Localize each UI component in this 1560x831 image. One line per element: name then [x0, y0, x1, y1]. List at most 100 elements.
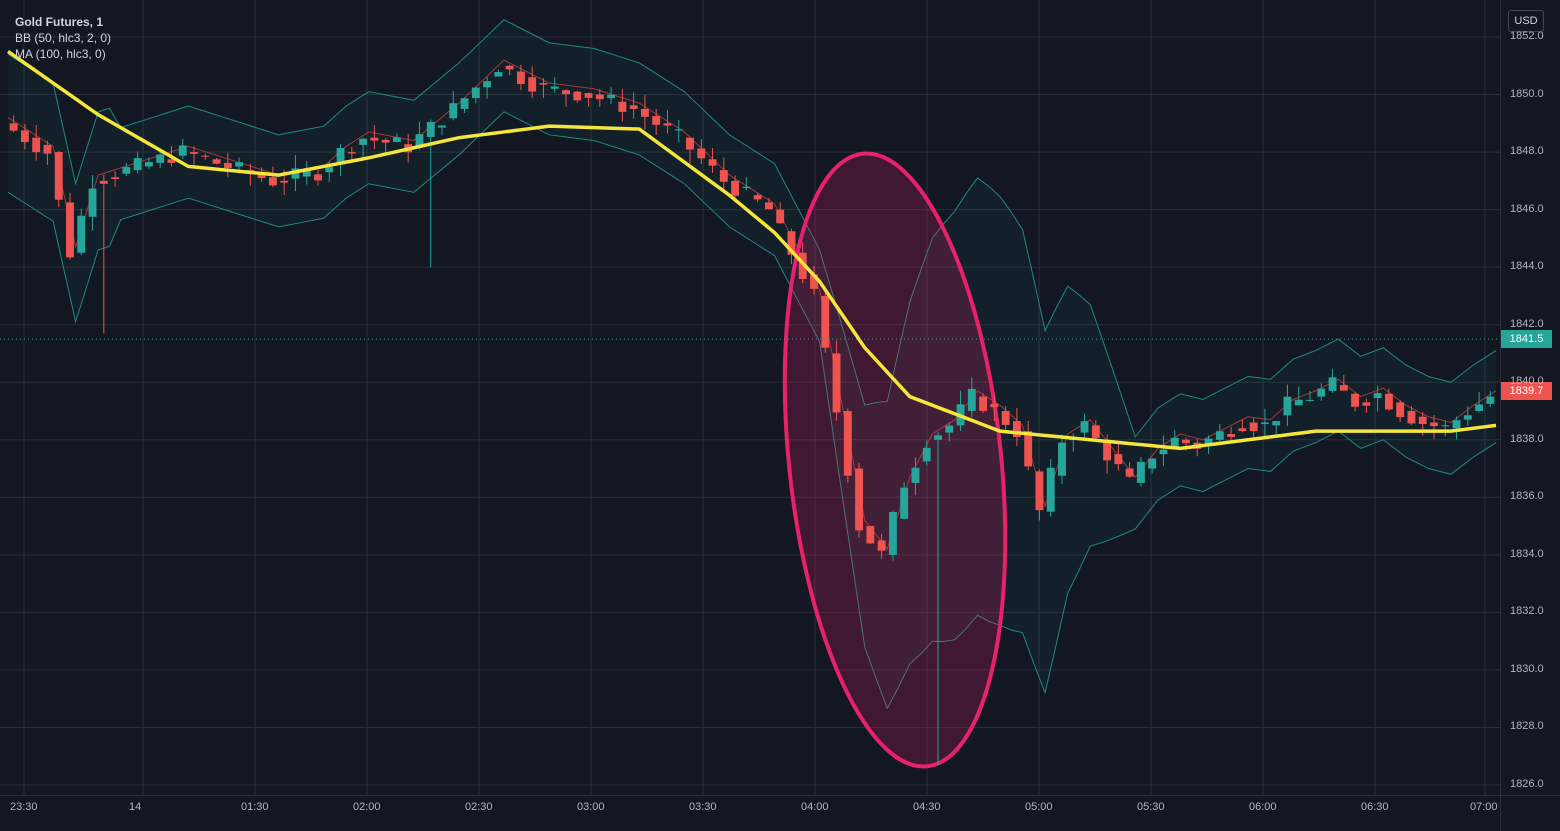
chart-legend: Gold Futures, 1 BB (50, hlc3, 2, 0) MA (… — [15, 14, 111, 62]
candle-body — [471, 87, 480, 99]
candle-body — [156, 154, 165, 163]
candle-body — [133, 158, 142, 171]
candle-body — [528, 77, 537, 92]
time-tick-label: 05:30 — [1137, 801, 1165, 813]
time-tick-label: 06:00 — [1249, 801, 1277, 813]
candle-body — [1384, 393, 1393, 410]
price-tick-label: 1834.0 — [1510, 547, 1544, 560]
candle-body — [731, 180, 740, 196]
candle-body — [1159, 449, 1168, 455]
candle-body — [235, 162, 244, 167]
candle-body — [663, 123, 672, 126]
candle-body — [595, 94, 604, 100]
candle-body — [268, 177, 277, 186]
candle-body — [426, 121, 435, 137]
candle-body — [539, 83, 548, 85]
candle-body — [20, 130, 29, 143]
time-tick-label: 03:00 — [577, 801, 605, 813]
price-tick-label: 1832.0 — [1510, 605, 1544, 618]
candle-body — [178, 145, 187, 156]
time-tick-label: 04:00 — [801, 801, 829, 813]
candle-body — [798, 252, 807, 279]
candle-body — [967, 388, 976, 411]
candle-body — [1012, 421, 1021, 438]
candle-body — [1080, 421, 1089, 433]
candle-body — [359, 138, 368, 145]
candle-body — [66, 202, 74, 258]
bb-upper-line — [7, 19, 1497, 438]
candle-body — [674, 129, 683, 131]
candle-body — [584, 93, 593, 98]
candle-body — [821, 295, 830, 348]
candle-body — [562, 90, 570, 95]
candle-body — [111, 177, 120, 180]
candle-body — [1103, 439, 1112, 461]
candle-body — [843, 411, 852, 476]
candle-body — [257, 173, 266, 179]
candle-body — [1046, 467, 1055, 512]
candle-body — [449, 103, 458, 119]
candle-body — [618, 101, 627, 112]
candle-body — [1170, 437, 1179, 447]
candle-body — [810, 274, 818, 289]
candle-body — [1441, 425, 1450, 427]
candle-body — [99, 180, 108, 184]
candle-body — [877, 540, 886, 551]
candle-body — [1418, 416, 1427, 425]
candle-body — [888, 511, 897, 555]
candle-body — [1182, 439, 1190, 444]
ma-indicator-label[interactable]: MA (100, hlc3, 0) — [15, 47, 106, 61]
candle-body — [1362, 402, 1371, 406]
time-tick-label: 23:30 — [10, 801, 38, 813]
bb-lower-line — [7, 111, 1497, 710]
candle-body — [415, 134, 424, 147]
candle-body — [1215, 431, 1224, 440]
symbol-title[interactable]: Gold Futures, 1 — [15, 15, 104, 29]
candle-body — [1136, 461, 1145, 483]
candle-body — [88, 188, 97, 217]
candle-body — [505, 65, 514, 70]
candle-body — [855, 468, 864, 531]
candle-body — [212, 159, 221, 164]
chart-pane[interactable] — [0, 0, 1500, 795]
candle-body — [54, 152, 63, 200]
candle-body — [979, 396, 988, 411]
candle-body — [753, 195, 762, 200]
candle-body — [32, 137, 41, 153]
candle-body — [629, 105, 638, 109]
time-tick-label: 07:00 — [1470, 801, 1498, 813]
candle-body — [1373, 393, 1382, 399]
bb-indicator-label[interactable]: BB (50, hlc3, 2, 0) — [15, 31, 112, 45]
candle-body — [1125, 468, 1134, 477]
candle-body — [640, 108, 649, 117]
currency-button[interactable]: USD — [1508, 10, 1544, 32]
candle-body — [550, 86, 559, 89]
candle-body — [1283, 396, 1292, 416]
candle-body — [1238, 428, 1247, 432]
candle-body — [990, 403, 999, 408]
candlestick-chart[interactable] — [0, 0, 1500, 795]
candle-body — [866, 526, 875, 544]
candle-body — [122, 167, 131, 174]
candle-body — [607, 94, 616, 99]
candle-body — [934, 435, 942, 440]
candle-body — [1452, 420, 1461, 429]
candle-body — [9, 123, 18, 131]
candle-body — [776, 209, 785, 224]
candle-body — [77, 215, 86, 253]
time-scale[interactable] — [0, 795, 1500, 831]
candle-body — [1001, 411, 1010, 425]
last-price-tag: 1841.5 — [1501, 330, 1552, 349]
time-tick-label: 02:00 — [353, 801, 381, 813]
candle-body — [1317, 388, 1326, 397]
candle-body — [1024, 431, 1033, 467]
ma-line — [6, 49, 1497, 451]
candle-body — [370, 137, 379, 141]
candle-body — [1294, 399, 1303, 406]
candle-body — [697, 148, 706, 159]
candle-body — [483, 81, 492, 88]
candle-body — [1407, 411, 1416, 424]
candle-body — [302, 170, 311, 177]
candle-body — [1328, 377, 1337, 391]
price-tick-label: 1826.0 — [1510, 778, 1544, 790]
